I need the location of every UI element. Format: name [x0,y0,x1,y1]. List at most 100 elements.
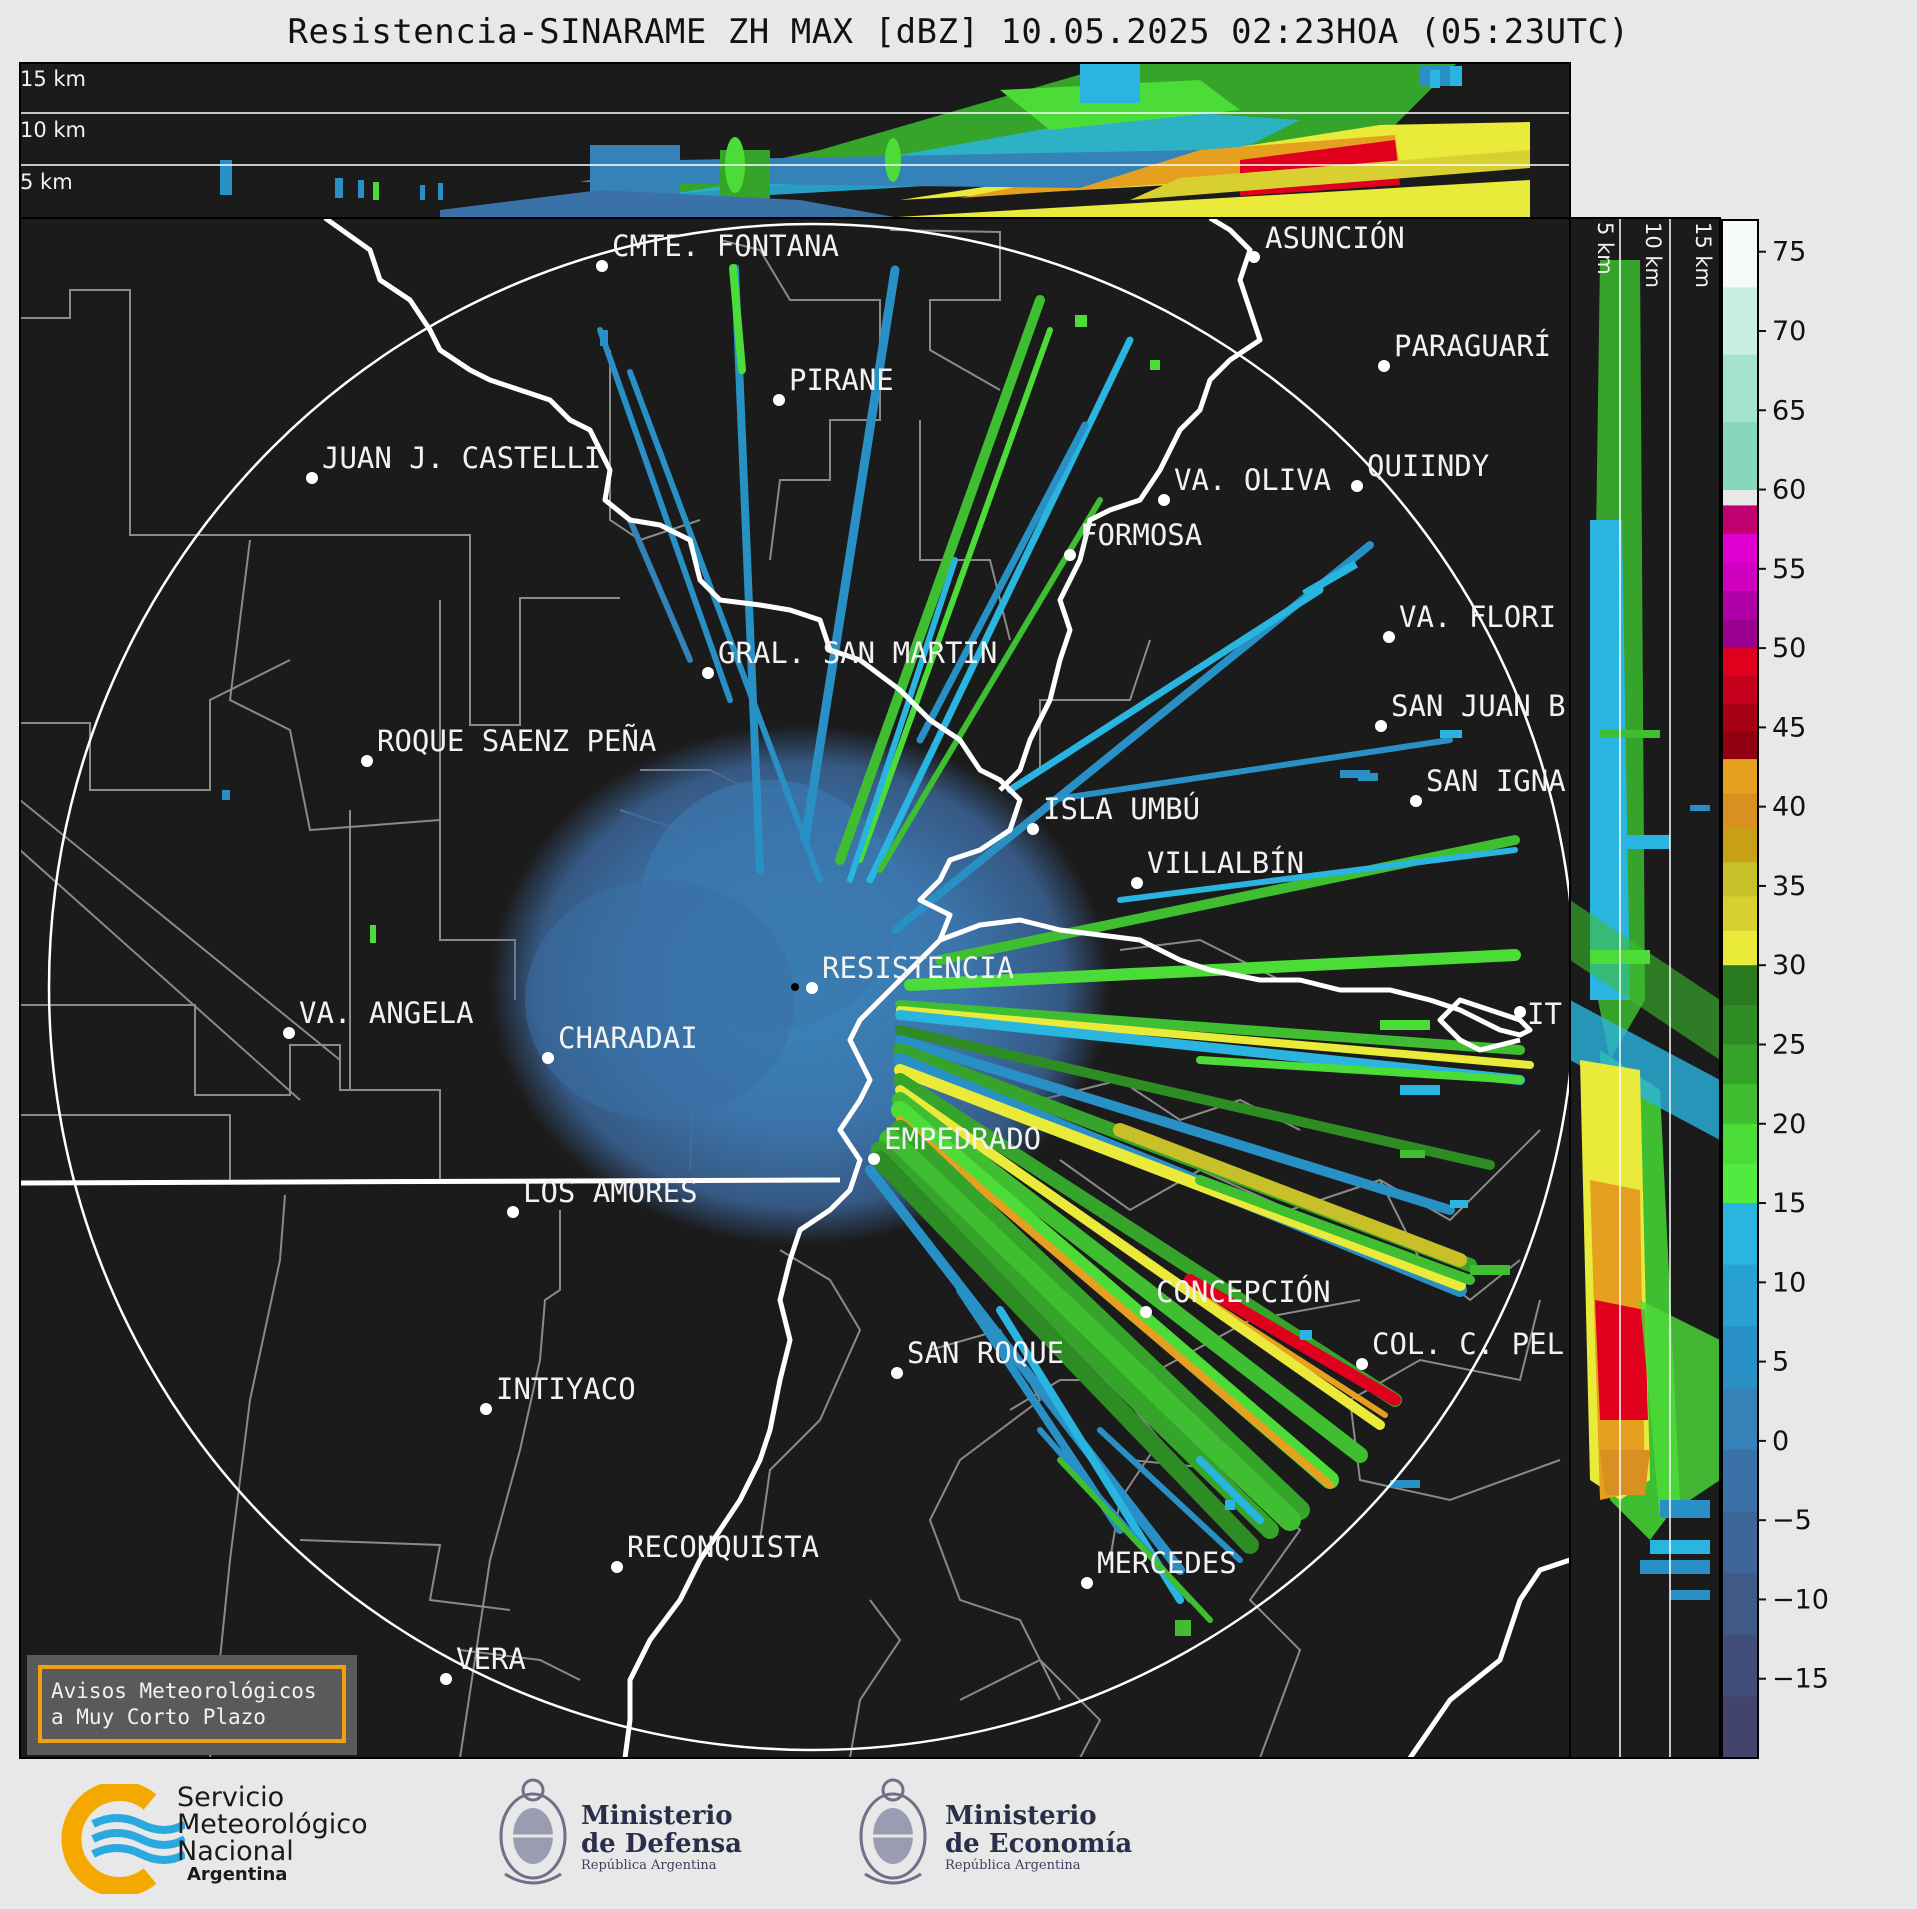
city-label: VA. OLIVA [1174,463,1331,497]
city-dot [283,1027,295,1039]
city-label: VA. ANGELA [299,996,474,1030]
smn-line-4: Argentina [187,1864,288,1885]
city-cmte-fontana: CMTE. FONTANA [596,229,839,272]
city-va-angela: VA. ANGELA [283,996,474,1039]
side-label-10km: 10 km [1641,222,1665,288]
colorbar-tick-label: 0 [1772,1426,1789,1457]
top-label-10km: 10 km [20,118,86,142]
city-isla-umb: ISLA UMBÚ [1027,792,1200,835]
smn-line-3: Nacional [177,1836,294,1867]
city-intiyaco: INTIYACO [480,1372,636,1415]
city-asunci-n: ASUNCIÓN [1248,221,1405,263]
city-villalb-n: VILLALBÍN [1131,846,1304,889]
colorbar-tick-label: −10 [1772,1584,1829,1615]
city-label: ASUNCIÓN [1265,221,1405,255]
city-label: VERA [456,1642,526,1676]
colorbar-band [1722,648,1758,677]
colorbar-band [1722,1163,1758,1204]
city-dot [1081,1577,1093,1589]
side-label-5km: 5 km [1593,222,1617,275]
colorbar-band [1722,220,1758,288]
colorbar-band [1722,1084,1758,1125]
city-san-igna: SAN IGNA [1410,764,1566,807]
colorbar-band [1722,505,1758,535]
city-gral-san-martin: GRAL. SAN MARTIN [702,636,997,679]
city-concepci-n: CONCEPCIÓN [1140,1275,1331,1318]
city-paraguar: PARAGUARÍ [1378,329,1551,372]
city-dot [1378,360,1390,372]
colorbar-band [1722,1696,1758,1759]
smn-logo[interactable]: Servicio Meteorológico Nacional Argentin… [55,1762,395,1909]
radar-map-panel: CMTE. FONTANA ASUNCIÓN PIRANE PARAGUARÍ JUAN… [19,217,1571,1759]
colorbar-band [1722,759,1758,794]
city-label: COL. C. PEL [1372,1327,1564,1361]
colorbar-band [1722,1044,1758,1085]
colorbar-band [1722,1123,1758,1164]
city-label: PARAGUARÍ [1394,329,1551,363]
city-dot [1158,494,1170,506]
city-label: CHARADAI [558,1021,698,1055]
colorbar-tick-label: 5 [1772,1347,1789,1378]
top-panel-echoes [220,63,1530,218]
economia-line-3: República Argentina [945,1858,1081,1873]
city-dot [1064,549,1076,561]
city-pirane: PIRANE [773,363,894,406]
notice-line-2: a Muy Corto Plazo [51,1705,266,1729]
colorbar-tick-label: 55 [1772,554,1806,585]
ministerio-economia-logo[interactable]: Ministerio de Economía República Argenti… [855,1762,1135,1909]
smn-line-2: Meteorológico [177,1809,368,1840]
colorbar-band [1722,703,1758,732]
colorbar-tick-label: 60 [1772,475,1806,506]
city-dot [1514,1006,1526,1018]
city-roque-saenz-pe-a: ROQUE SAENZ PEÑA [361,724,656,767]
city-dot [1027,823,1039,835]
side-height-panel: 5 km 10 km 15 km [1569,217,1721,1759]
city-dot [306,472,318,484]
notice-border [38,1665,346,1743]
city-dot [1410,795,1422,807]
colorbar-tick-label: 45 [1772,712,1806,743]
city-dot [1356,1358,1368,1370]
city-label: IT [1527,997,1562,1031]
colorbar-band [1722,731,1758,760]
colorbar-band [1722,562,1758,592]
smn-emblem-icon [61,1784,185,1894]
city-dot [1383,631,1395,643]
city-dot [891,1367,903,1379]
colorbar-band [1722,1203,1758,1266]
defensa-line-3: República Argentina [581,1858,717,1873]
ministerio-defensa-logo[interactable]: Ministerio de Defensa República Argentin… [495,1762,755,1909]
colorbar-tick-label: 30 [1772,950,1806,981]
colorbar-band [1722,619,1758,649]
defensa-line-2: de Defensa [581,1829,742,1859]
colorbar-frame [1721,219,1759,1759]
colorbar-band [1722,965,1758,1006]
city-los-amores: LOS AMORES [507,1175,698,1218]
colorbar-tick-label: 10 [1772,1267,1806,1298]
colorbar-tick-label: 15 [1772,1188,1806,1219]
city-markers: CMTE. FONTANA ASUNCIÓN PIRANE PARAGUARÍ JUAN… [283,221,1566,1685]
city-label: INTIYACO [496,1372,636,1406]
colorbar-band [1722,896,1758,932]
city-san-juan-b: SAN JUAN B [1375,689,1566,732]
map-title: Resistencia-SINARAME ZH MAX [dBZ] 10.05.… [287,12,1630,52]
city-label: PIRANE [789,363,894,397]
colorbar-band [1722,591,1758,621]
city-dot [596,260,608,272]
colorbar-band [1722,1326,1758,1389]
colorbar-tick-label: −5 [1772,1505,1812,1536]
city-empedrado: EMPEDRADO [868,1122,1041,1165]
very-short-range-warnings-notice[interactable]: Avisos Meteorológicos a Muy Corto Plazo [27,1655,357,1755]
city-vera: VERA [440,1642,526,1685]
radar-echo-rays [597,264,1534,1623]
city-label: QUIINDY [1367,449,1489,483]
top-label-5km: 5 km [20,170,73,194]
city-label: JUAN J. CASTELLI [322,441,601,475]
city-resistencia: RESISTENCIA [806,951,1014,994]
city-mercedes: MERCEDES [1081,1546,1237,1589]
colorbar-band [1722,675,1758,705]
colorbar-band [1722,1264,1758,1327]
city-dot [507,1206,519,1218]
city-reconquista: RECONQUISTA [611,1530,819,1573]
coat-of-arms-icon [499,1778,567,1885]
